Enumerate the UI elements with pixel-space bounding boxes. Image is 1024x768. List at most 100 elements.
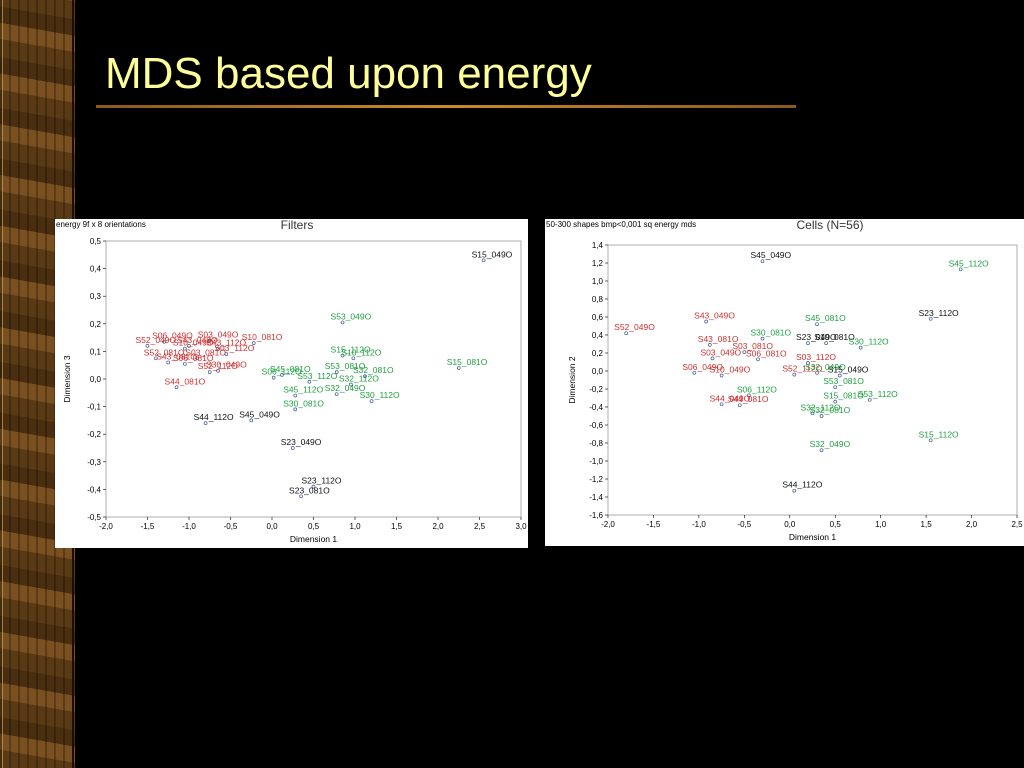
point-label: S03_081O	[185, 347, 226, 357]
chart-title: Cells (N=56)	[796, 219, 863, 232]
y-tick-label: -0,1	[87, 403, 101, 412]
data-point	[747, 393, 751, 398]
data-point	[340, 353, 345, 358]
y-tick-label: 0,0	[90, 375, 102, 384]
data-point	[824, 341, 828, 345]
data-point	[806, 341, 810, 345]
point-label: S52_112O	[198, 361, 238, 371]
y-tick-label: 0,0	[592, 367, 604, 376]
point-label: S44_081O	[165, 376, 206, 386]
point-label: S43_081O	[698, 334, 739, 344]
data-point	[710, 356, 715, 361]
point-label: S43_112O	[206, 338, 246, 348]
data-point	[819, 414, 824, 418]
point-label: S32_049O	[810, 439, 851, 449]
data-point	[145, 344, 150, 348]
point-label: S06_112O	[262, 367, 302, 377]
point-label: S15_081O	[823, 391, 864, 401]
y-tick-label: 0,8	[592, 295, 604, 304]
data-point	[183, 361, 187, 366]
cells-scatter-plot: 50-300 shapes bmp<0,001 sq energy mds Cel…	[546, 219, 1023, 542]
point-label: S03_049O	[701, 347, 742, 357]
point-label: S03_049O	[198, 329, 239, 339]
point-label: S44_112O	[782, 480, 822, 490]
data-point	[307, 379, 312, 384]
data-point	[481, 258, 486, 263]
data-point	[719, 402, 724, 407]
y-axis-label: Dimension 2	[567, 356, 577, 404]
data-point	[719, 373, 724, 378]
data-point	[810, 411, 815, 416]
point-label: S10_049O	[173, 338, 214, 348]
point-label: S52_049O	[614, 322, 655, 332]
data-point	[351, 356, 356, 361]
data-point	[280, 373, 284, 377]
data-point	[742, 350, 747, 354]
x-tick-label: -2,0	[99, 522, 113, 531]
point-label: S03_112O	[796, 352, 836, 362]
data-point	[737, 403, 742, 408]
data-point	[692, 370, 697, 375]
point-label: S23_049O	[281, 437, 322, 447]
point-label: S43_049O	[177, 335, 218, 345]
point-label: S45_049O	[239, 409, 280, 419]
point-label: S03_081O	[732, 341, 773, 351]
x-tick-label: 0,0	[266, 522, 278, 531]
data-point	[815, 322, 819, 327]
data-point	[216, 368, 220, 373]
data-point	[153, 356, 158, 361]
point-label: S45_081O	[270, 364, 311, 374]
x-tick-label: 0,5	[830, 520, 842, 529]
y-tick-label: 0,2	[90, 320, 102, 329]
point-label: S23_112O	[919, 308, 959, 318]
data-point	[183, 346, 187, 351]
data-point	[928, 438, 933, 443]
y-tick-label: 0,1	[90, 347, 102, 356]
point-label: S53_112O	[858, 389, 898, 399]
point-label: S44_112O	[194, 412, 234, 422]
y-tick-label: -0,5	[87, 513, 101, 522]
data-point	[756, 357, 760, 362]
point-label: S45_112O	[949, 258, 989, 268]
x-tick-label: -1,5	[647, 520, 661, 529]
y-tick-label: -0,4	[87, 485, 101, 494]
point-label: S06_112O	[737, 384, 777, 394]
data-point	[166, 360, 171, 365]
data-point	[858, 345, 863, 350]
x-tick-label: 1,5	[391, 522, 403, 531]
point-label: S52_049O	[136, 335, 177, 345]
point-label: S43_049O	[694, 311, 735, 321]
point-label: S06_049O	[152, 331, 193, 341]
data-point	[456, 366, 461, 370]
y-tick-label: -0,8	[589, 439, 603, 448]
data-point	[311, 484, 316, 489]
x-tick-label: -0,5	[224, 522, 238, 531]
point-label: S30_112O	[849, 337, 889, 347]
point-label: S03_112O	[214, 343, 254, 353]
point-label: S10_081O	[814, 332, 855, 342]
y-tick-label: -1,0	[589, 457, 603, 466]
data-point	[334, 370, 339, 374]
data-point	[833, 385, 838, 390]
data-point	[299, 494, 303, 499]
plot-frame	[607, 244, 1018, 516]
x-tick-label: -1,5	[141, 522, 155, 531]
chart-title: Filters	[281, 219, 314, 232]
data-point	[271, 375, 276, 380]
y-tick-label: 0,3	[90, 292, 102, 301]
data-point	[334, 392, 339, 397]
data-point	[293, 407, 298, 412]
x-tick-label: 2,5	[1011, 520, 1023, 529]
title-underline	[96, 105, 796, 108]
point-label: S53_112O	[297, 371, 337, 381]
point-label: S32_049O	[325, 383, 366, 393]
point-label: S32_112O	[339, 374, 379, 384]
point-label: S23_081O	[289, 485, 330, 495]
data-point	[162, 339, 166, 344]
point-label: S45_049O	[751, 250, 792, 260]
data-point	[792, 372, 797, 377]
y-tick-label: -0,2	[87, 430, 101, 439]
point-label: S15_112O	[331, 345, 371, 355]
point-label: S52_081O	[144, 347, 185, 357]
slide-title: MDS based upon energy	[105, 49, 592, 98]
